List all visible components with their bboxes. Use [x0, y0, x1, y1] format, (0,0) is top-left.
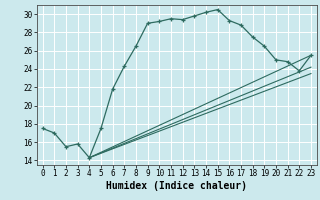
X-axis label: Humidex (Indice chaleur): Humidex (Indice chaleur)	[106, 181, 247, 191]
